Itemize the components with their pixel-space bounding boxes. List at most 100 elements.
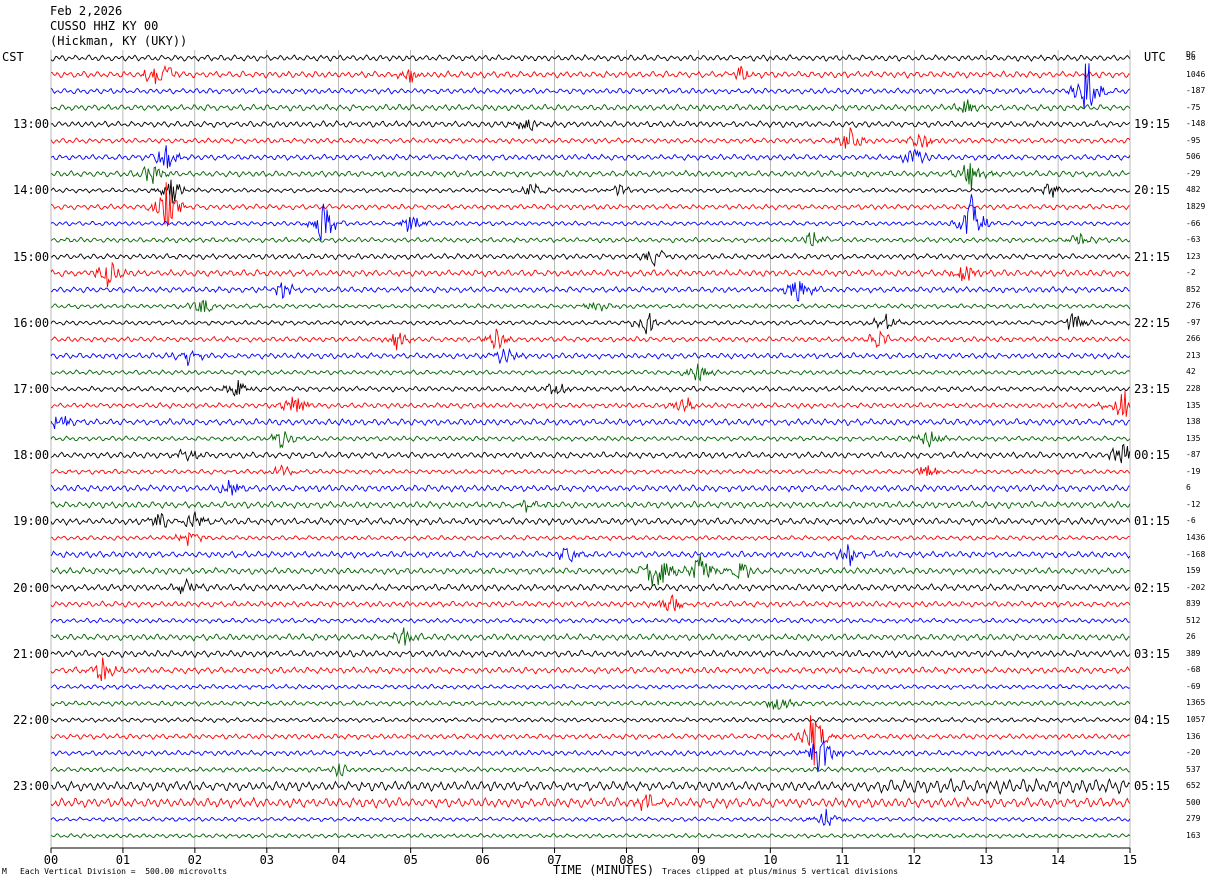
utc-hour-label: 05:15	[1134, 779, 1171, 794]
dc-offset-label: 266	[1186, 334, 1201, 344]
cst-hour-label: 21:00	[13, 646, 50, 661]
clip-note: Traces clipped at plus/minus 5 vertical …	[662, 867, 899, 876]
dc-offset-label: 482	[1186, 185, 1201, 195]
utc-hour-label: 00:15	[1134, 448, 1171, 463]
dc-offset-label: 138	[1186, 417, 1201, 427]
seismic-trace	[50, 347, 1131, 366]
cst-hour-label: 20:00	[13, 580, 50, 595]
dc-offset-label: -69	[1186, 681, 1201, 691]
seismic-trace	[50, 443, 1131, 464]
seismic-trace	[50, 715, 1131, 766]
dc-offset-label: 6	[1186, 483, 1191, 493]
seismic-trace	[50, 594, 1131, 612]
dc-offset-label: 537	[1186, 764, 1201, 774]
chart-date: Feb 2,2026	[50, 4, 123, 18]
seismic-trace	[50, 119, 1131, 132]
seismic-trace	[50, 379, 1131, 397]
dc-offset-label: 512	[1186, 615, 1201, 625]
dc-offset-label: -19	[1186, 466, 1201, 476]
dc-offset-label: -95	[1186, 135, 1201, 145]
dc-offset-label: 1046	[1186, 69, 1206, 79]
dc-offset-label: -187	[1186, 86, 1206, 96]
seismic-trace	[50, 464, 1131, 477]
seismic-trace	[50, 649, 1131, 659]
x-tick-label: 02	[188, 853, 202, 867]
cst-axis-label: CST	[2, 50, 24, 64]
seismic-trace	[50, 554, 1131, 586]
utc-hour-label: 02:15	[1134, 580, 1171, 595]
dc-offset-label: 136	[1186, 731, 1201, 741]
dc-offset-label: 852	[1186, 284, 1201, 294]
dc-offset-label: 500	[1186, 797, 1201, 807]
dc-offset-label: -75	[1186, 102, 1201, 112]
dc-offset-label: 1829	[1186, 201, 1206, 211]
x-axis-title: TIME (MINUTES)	[553, 863, 655, 877]
dc-offset-label: 839	[1186, 599, 1201, 609]
utc-hour-label: 03:15	[1134, 646, 1171, 661]
dc-offset-label: 652	[1186, 781, 1201, 791]
x-tick-label: 09	[691, 853, 705, 867]
dc-offset-label: 228	[1186, 384, 1201, 393]
seismic-trace	[50, 281, 1130, 302]
seismic-trace	[50, 127, 1131, 149]
dc-offset-label: 123	[1186, 251, 1201, 261]
dc-offset-label: -20	[1186, 748, 1201, 758]
cst-hour-label: 22:00	[13, 713, 50, 727]
x-tick-label: 01	[116, 853, 130, 867]
seismic-trace	[50, 431, 1131, 449]
x-tick-label: 11	[835, 853, 849, 867]
scale-note: Each Vertical Division = 500.00 microvol…	[20, 867, 228, 876]
dc-offset-label: 163	[1186, 830, 1201, 840]
cst-hour-label: 16:00	[13, 315, 50, 330]
corner-mark: M	[2, 867, 7, 876]
cst-hour-label: 15:00	[13, 249, 50, 264]
dc-offset-label: 135	[1186, 400, 1201, 410]
dc-offset-label: 276	[1186, 301, 1201, 311]
dc-offset-label: 279	[1186, 814, 1201, 824]
minute-grid	[50, 50, 1131, 848]
x-tick-label: 06	[475, 853, 489, 867]
dc-offset-label: -202	[1186, 582, 1206, 592]
dc-offset-label: 389	[1186, 648, 1201, 658]
seismic-trace	[50, 627, 1130, 646]
seismic-trace	[50, 182, 1130, 227]
seismic-trace	[50, 63, 1131, 110]
cst-hour-label: 19:00	[13, 514, 50, 529]
seismic-trace	[50, 544, 1131, 567]
x-tick-label: 03	[260, 853, 274, 867]
seismic-trace	[50, 416, 1130, 430]
seismic-trace	[50, 499, 1131, 513]
dc-offset-label: -29	[1186, 168, 1201, 178]
seismic-trace	[50, 390, 1131, 417]
x-tick-label: 14	[1051, 853, 1065, 867]
cst-hour-label: 17:00	[13, 382, 50, 396]
dc-offset-label: 1365	[1186, 698, 1206, 708]
seismic-trace	[50, 793, 1131, 811]
x-tick-label: 15	[1123, 853, 1137, 867]
dc-offset-label: -63	[1186, 235, 1201, 245]
seismic-trace	[50, 777, 1131, 796]
seismic-trace	[50, 577, 1131, 595]
utc-axis-label: UTC	[1144, 50, 1166, 64]
seismic-trace	[50, 328, 1130, 351]
dc-offset-label: 26	[1186, 632, 1196, 642]
seismic-trace	[50, 739, 1131, 773]
x-tick-label: 04	[332, 853, 346, 867]
utc-hour-label: 19:15	[1134, 117, 1171, 132]
x-tick-label: 05	[403, 853, 417, 867]
utc-hour-label: 22:15	[1134, 315, 1171, 330]
x-tick-label: 13	[979, 853, 993, 867]
dc-offset-label: 50	[1186, 53, 1196, 62]
seismic-trace	[50, 232, 1131, 247]
cst-hour-label: 23:00	[13, 779, 50, 794]
dc-offset-label: -68	[1186, 665, 1201, 675]
dc-offset-label: 1436	[1186, 532, 1206, 542]
dc-offset-label: 159	[1186, 566, 1201, 576]
dc-offset-label: -168	[1186, 549, 1206, 559]
seismic-trace	[50, 249, 1131, 268]
dc-offset-label: -6	[1186, 516, 1196, 526]
utc-hour-label: 04:15	[1134, 713, 1171, 727]
dc-offset-label: -97	[1186, 317, 1201, 327]
seismic-trace	[50, 657, 1131, 682]
